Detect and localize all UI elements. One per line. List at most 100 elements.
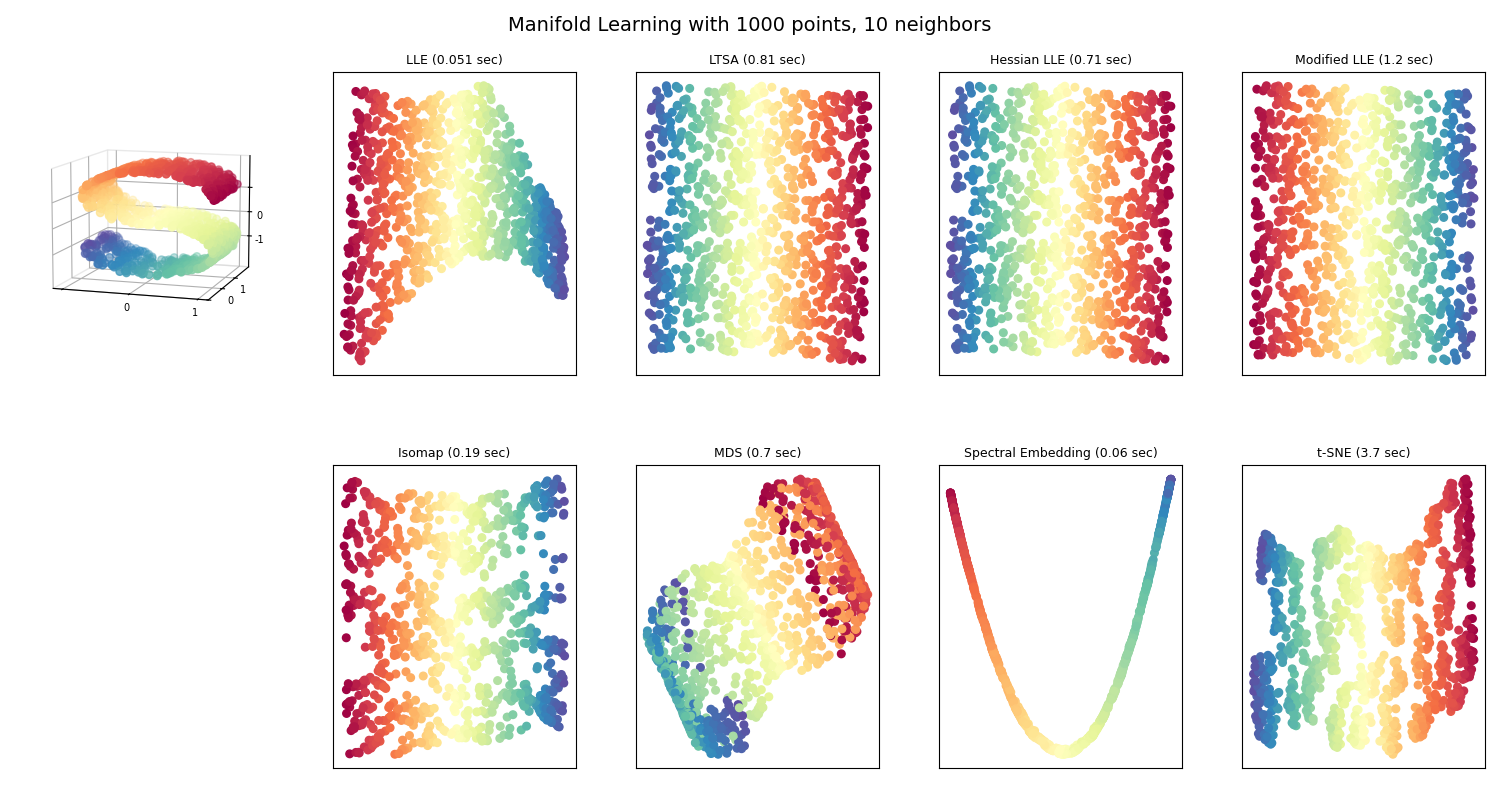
Point <box>1438 94 1462 107</box>
Point <box>1089 714 1113 726</box>
Point <box>1034 142 1058 155</box>
Point <box>678 722 702 734</box>
Point <box>1126 322 1150 334</box>
Point <box>1419 702 1443 714</box>
Point <box>1122 160 1146 173</box>
Point <box>436 247 460 260</box>
Point <box>726 158 750 170</box>
Point <box>852 600 876 613</box>
Point <box>423 612 447 625</box>
Point <box>830 647 854 660</box>
Point <box>789 278 813 290</box>
Point <box>1318 532 1342 545</box>
Point <box>824 270 848 283</box>
Point <box>808 314 832 326</box>
Point <box>495 690 519 703</box>
Point <box>1336 328 1360 341</box>
Point <box>987 664 1011 677</box>
Point <box>1090 235 1114 248</box>
Point <box>847 227 871 240</box>
Point <box>1336 158 1360 170</box>
Point <box>1330 138 1354 151</box>
Point <box>1334 150 1358 163</box>
Point <box>1362 239 1386 252</box>
Point <box>495 547 519 560</box>
Point <box>477 250 501 262</box>
Point <box>720 646 744 659</box>
Point <box>827 526 850 539</box>
Point <box>1002 199 1026 212</box>
Point <box>818 527 842 540</box>
Point <box>1080 730 1104 742</box>
Point <box>852 579 876 592</box>
Point <box>1388 235 1411 248</box>
Point <box>1114 332 1138 345</box>
Point <box>338 558 362 570</box>
Point <box>650 134 674 146</box>
Point <box>528 202 552 215</box>
Point <box>784 114 808 126</box>
Point <box>1288 626 1312 638</box>
Point <box>759 640 783 653</box>
Point <box>1090 711 1114 724</box>
Point <box>1094 706 1118 719</box>
Point <box>994 679 1018 692</box>
Point <box>399 287 423 300</box>
Point <box>354 486 378 498</box>
Point <box>1448 318 1472 331</box>
Point <box>549 246 573 258</box>
Point <box>1334 217 1358 230</box>
Point <box>414 190 438 202</box>
Point <box>812 98 836 111</box>
Point <box>387 646 411 658</box>
Point <box>532 208 556 221</box>
Point <box>456 181 480 194</box>
Point <box>978 117 1002 130</box>
Point <box>986 104 1010 117</box>
Point <box>833 612 856 625</box>
Point <box>334 330 358 343</box>
Point <box>672 227 696 240</box>
Point <box>954 556 978 569</box>
Point <box>1430 303 1454 316</box>
Point <box>1084 220 1108 233</box>
Point <box>448 183 472 196</box>
Point <box>465 237 489 250</box>
Point <box>944 511 968 524</box>
Point <box>1281 688 1305 701</box>
Point <box>847 581 871 594</box>
Point <box>644 652 668 665</box>
Point <box>543 591 567 604</box>
Point <box>382 748 406 761</box>
Point <box>358 702 382 715</box>
Point <box>1330 246 1354 258</box>
Point <box>509 543 532 556</box>
Point <box>381 112 405 125</box>
Point <box>432 724 456 737</box>
Point <box>1382 627 1406 640</box>
Point <box>358 625 382 638</box>
Point <box>760 311 784 324</box>
Point <box>981 646 1005 659</box>
Point <box>1158 475 1182 488</box>
Point <box>741 604 765 617</box>
Point <box>1358 273 1382 286</box>
Point <box>414 528 438 541</box>
Point <box>488 148 512 161</box>
Point <box>1280 682 1304 694</box>
Point <box>670 572 694 585</box>
Point <box>1062 746 1086 758</box>
Point <box>1438 500 1462 513</box>
Point <box>482 116 506 129</box>
Point <box>1056 744 1080 757</box>
Point <box>380 125 404 138</box>
Point <box>1278 248 1302 261</box>
Point <box>489 224 513 237</box>
Point <box>1380 211 1404 224</box>
Point <box>663 681 687 694</box>
Point <box>398 140 422 153</box>
Point <box>1371 594 1395 606</box>
Point <box>990 666 1014 678</box>
Point <box>700 566 724 578</box>
Point <box>1347 619 1371 632</box>
